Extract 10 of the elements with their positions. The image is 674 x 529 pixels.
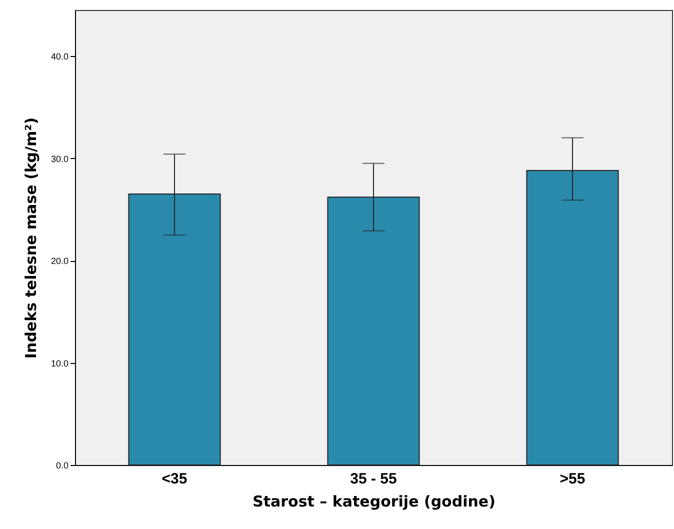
y-tick-label: 40.0 [50, 52, 68, 62]
x-axis-title: Starost – kategorije (godine) [252, 492, 496, 510]
y-axis-title: Indeks telesne mase (kg/m²) [22, 117, 40, 359]
y-tick-label: 30.0 [50, 154, 68, 164]
y-tick-label: 10.0 [50, 358, 68, 368]
x-tick-label: >55 [560, 470, 586, 488]
x-tick-label: <35 [162, 470, 188, 488]
x-tick-label: 35 - 55 [350, 470, 397, 488]
y-tick-label: 20.0 [50, 256, 68, 266]
y-tick-label: 0.0 [56, 460, 68, 470]
